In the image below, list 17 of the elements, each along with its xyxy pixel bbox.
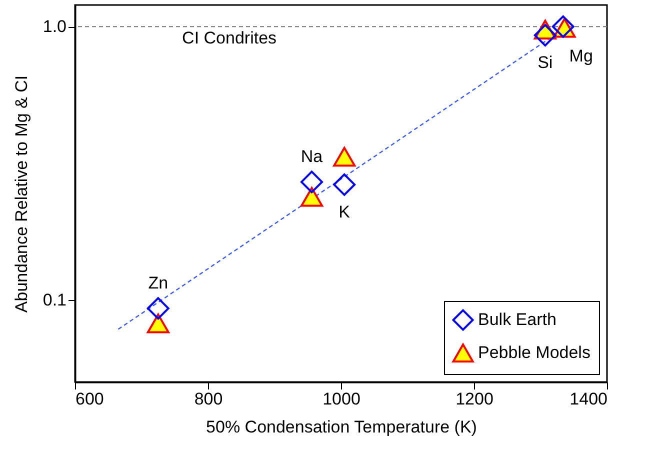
y-tick-label: 1.0 [42, 17, 66, 36]
annotation: Si [538, 53, 553, 72]
x-tick-label: 1000 [322, 390, 360, 408]
legend-label: Bulk Earth [478, 310, 556, 329]
x-tick-label: 800 [194, 390, 223, 408]
annotation: K [338, 202, 351, 222]
x-axis-title: 50% Condensation Temperature (K) [206, 418, 477, 436]
legend-label: Pebble Models [478, 343, 590, 362]
ref-line-label: CI Condrites [182, 28, 277, 48]
y-axis-title: Abundance Relative to Mg & CI [12, 75, 31, 313]
x-tick-label: 600 [76, 390, 104, 408]
annotation: Mg [569, 46, 593, 66]
y-tick-label: 0.1 [42, 290, 66, 310]
x-tick-label: 1200 [456, 390, 494, 408]
annotation: Na [300, 146, 324, 166]
x-tick-label: 1400 [570, 390, 608, 408]
annotation: Zn [148, 273, 168, 292]
